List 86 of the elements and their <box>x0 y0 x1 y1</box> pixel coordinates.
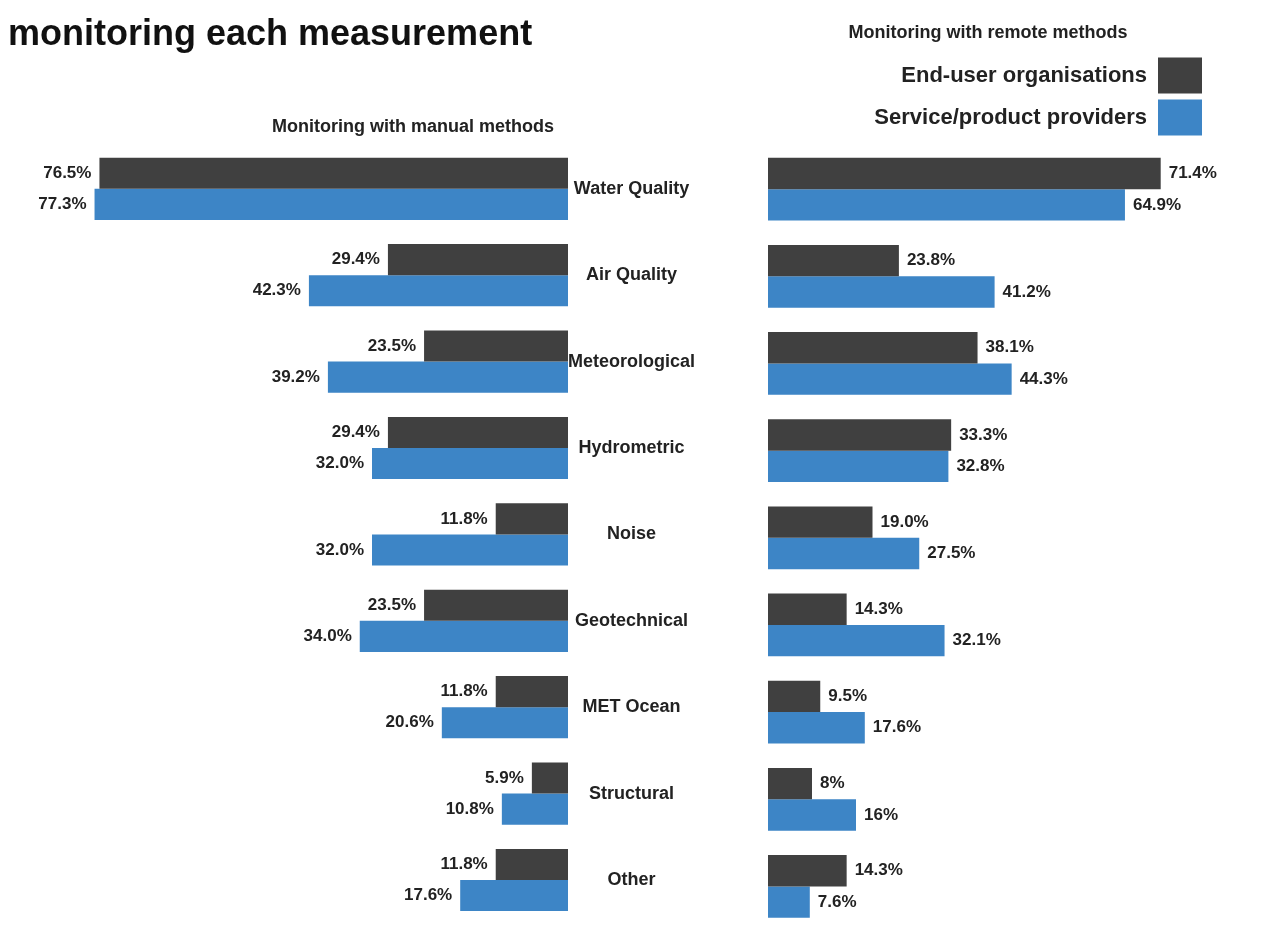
data-label: 71.4% <box>1168 163 1217 183</box>
data-label: 27.5% <box>927 543 976 563</box>
bar <box>308 275 568 307</box>
bar <box>387 416 568 448</box>
data-label: 23.5% <box>367 335 417 355</box>
data-label: 11.8% <box>440 508 488 528</box>
data-label: 33.3% <box>959 424 1008 444</box>
bar <box>387 244 568 276</box>
bar <box>768 624 945 657</box>
bar <box>768 886 810 918</box>
y-tick-label: MET Ocean <box>582 696 681 717</box>
bar <box>99 157 568 189</box>
data-label: 29.4% <box>331 249 380 269</box>
bar <box>768 363 1012 395</box>
data-label: 14.3% <box>854 860 903 880</box>
data-label: 8% <box>820 773 845 793</box>
chart-subtitle: Monitoring with manual methods <box>272 115 554 136</box>
bar <box>768 593 847 625</box>
data-label: 32.0% <box>315 453 364 473</box>
bar <box>768 712 865 744</box>
data-label: 7.6% <box>817 891 857 911</box>
data-label: 44.3% <box>1019 368 1068 388</box>
y-tick-label: Structural <box>588 782 675 803</box>
bar <box>768 537 920 570</box>
y-tick-label: Water Quality <box>573 177 690 198</box>
bar <box>495 503 568 535</box>
y-tick-label: Air Quality <box>585 264 678 285</box>
y-tick-label: Geotechnical <box>574 609 689 630</box>
bar <box>768 157 1161 190</box>
bar <box>501 793 568 825</box>
data-label: 42.3% <box>252 280 301 300</box>
data-label: 64.9% <box>1132 194 1182 214</box>
data-label: 14.3% <box>854 598 903 618</box>
bar <box>768 189 1125 221</box>
data-label: 20.6% <box>385 712 434 732</box>
bar <box>768 799 856 831</box>
bar <box>372 534 568 566</box>
bar <box>768 767 812 800</box>
data-label: 9.5% <box>828 686 867 706</box>
data-label: 34.0% <box>303 626 352 646</box>
bar <box>531 762 568 794</box>
bar <box>768 450 949 483</box>
data-label: 32.1% <box>952 630 1001 650</box>
bar <box>768 276 995 308</box>
bar <box>768 506 873 538</box>
bar <box>768 680 821 713</box>
chart-title: monitoring each measurement <box>8 12 533 54</box>
bar <box>460 880 568 912</box>
bar <box>441 707 568 739</box>
data-label: 38.1% <box>985 337 1034 357</box>
data-label: 29.4% <box>331 422 380 442</box>
data-label: 16% <box>864 804 899 824</box>
data-label: 76.5% <box>43 162 92 182</box>
legend-label: Service/product providers <box>874 103 1147 129</box>
bar <box>495 848 568 880</box>
data-label: 10.8% <box>445 798 494 818</box>
y-tick-label: Hydrometric <box>578 436 685 457</box>
data-label: 39.2% <box>271 366 320 386</box>
y-tick-label: Noise <box>606 523 657 544</box>
data-label: 77.3% <box>38 194 87 214</box>
bar <box>372 448 568 480</box>
bar <box>359 620 568 652</box>
y-tick-label: Meteorological <box>567 350 696 371</box>
bar <box>94 188 568 220</box>
y-tick-label: Other <box>607 868 656 889</box>
data-label: 19.0% <box>880 511 929 531</box>
data-label: 23.5% <box>367 594 417 614</box>
data-label: 23.8% <box>906 250 956 270</box>
bar <box>424 330 568 362</box>
bar <box>768 332 978 364</box>
data-label: 32.0% <box>315 539 364 559</box>
data-label: 32.8% <box>956 456 1005 476</box>
data-label: 17.6% <box>404 885 453 905</box>
data-label: 17.6% <box>872 717 921 737</box>
data-label: 11.8% <box>440 854 488 874</box>
bar <box>327 361 568 393</box>
bar <box>768 419 952 451</box>
data-label: 5.9% <box>485 767 524 787</box>
chart-subtitle: Monitoring with remote methods <box>848 21 1128 42</box>
legend-label: End-user organisations <box>901 61 1147 87</box>
bar <box>495 676 568 708</box>
data-label: 11.8% <box>440 681 488 701</box>
bar <box>768 855 847 887</box>
data-label: 41.2% <box>1002 281 1051 301</box>
bar <box>768 244 899 277</box>
bar <box>424 589 568 621</box>
